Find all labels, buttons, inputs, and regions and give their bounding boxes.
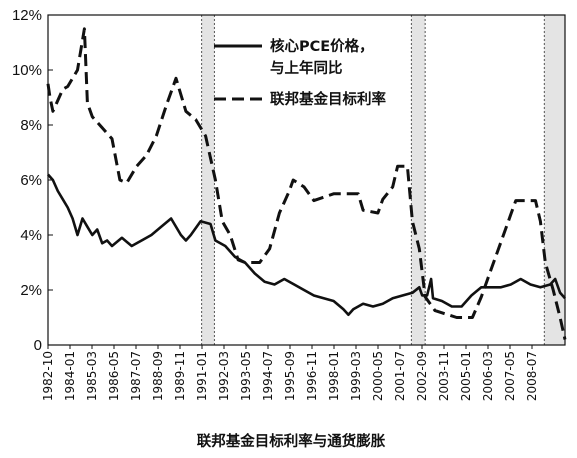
x-tick-label: 1999-03 (349, 351, 363, 401)
legend-label-core-pce: 核心PCE价格，与上年同比 (270, 37, 374, 77)
x-tick-label: 1991-01 (195, 351, 209, 401)
x-tick-label: 2006-03 (481, 351, 495, 401)
x-tick-label: 2001-07 (393, 351, 407, 401)
recession-bands (201, 15, 566, 345)
x-tick-label: 1993-05 (239, 351, 253, 401)
x-tick-label: 1995-09 (283, 351, 297, 401)
x-tick-label: 2007-05 (503, 351, 517, 401)
x-tick-label: 1988-09 (151, 351, 165, 401)
y-tick-label: 8% (20, 117, 42, 134)
legend: 核心PCE价格，与上年同比 联邦基金目标利率 (214, 37, 386, 108)
y-tick-label: 2% (20, 282, 42, 299)
x-tick-label: 1986-05 (107, 351, 121, 401)
y-tick-label: 6% (20, 172, 42, 189)
series-line-core-pce (47, 173, 566, 317)
x-tick-label: 1992-03 (217, 351, 231, 401)
y-tick-label: 4% (20, 227, 42, 244)
y-tick-label: 12% (12, 7, 42, 24)
x-tick-label: 2008-07 (525, 351, 539, 401)
x-tick-label: 1989-11 (173, 351, 187, 401)
axes: 0 2% 4% 6% 8% 10% 12% 1982-10 1984-01 1985-03 1986… (12, 7, 566, 401)
recession-band-3 (544, 15, 565, 345)
x-tick-label: 1998-01 (327, 351, 341, 401)
y-tick-label: 0 (34, 337, 42, 354)
recession-band-1 (201, 15, 215, 345)
x-tick-label: 2003-11 (437, 351, 451, 401)
x-tick-label: 1984-01 (63, 351, 77, 401)
x-tick-label: 1996-11 (305, 351, 319, 401)
x-tick-label: 2000-05 (371, 351, 385, 401)
x-tick-label: 1985-03 (85, 351, 99, 401)
series-line-fed-funds (46, 27, 567, 340)
x-tick-label: 1994-07 (261, 351, 275, 401)
x-tick-label: 1982-10 (41, 351, 55, 401)
chart-title: 联邦基金目标利率与通货膨胀 (197, 432, 386, 450)
series-lines (46, 27, 567, 340)
y-tick-label: 10% (12, 62, 42, 79)
x-tick-label: 1987-07 (129, 351, 143, 401)
x-tick-label: 2005-01 (459, 351, 473, 401)
x-tick-label: 2002-09 (415, 351, 429, 401)
legend-label-fed-funds: 联邦基金目标利率 (270, 90, 386, 108)
